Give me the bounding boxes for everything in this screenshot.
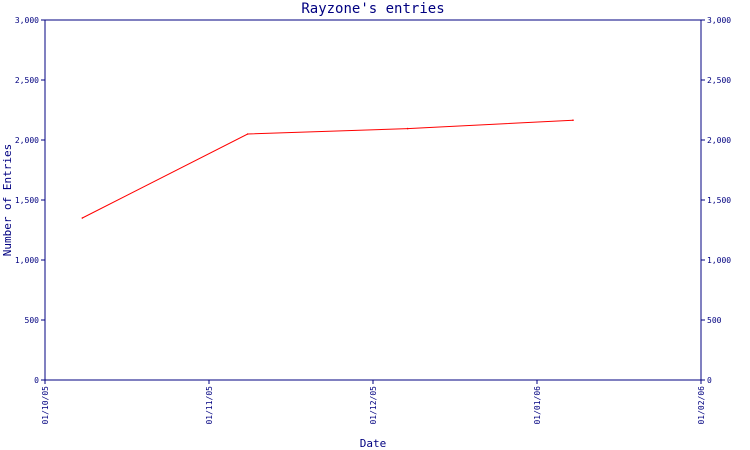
- y-tick-label-left: 2,000: [15, 136, 39, 145]
- y-axis-right: 0 500 1,000 1,500 2,000 2,500 3,000: [701, 16, 731, 385]
- plot-frame: [44, 19, 702, 381]
- x-axis-label: Date: [360, 437, 387, 450]
- y-tick-label-right: 0: [707, 376, 712, 385]
- y-tick-label-right: 3,000: [707, 16, 731, 25]
- series-layer: [81, 119, 574, 219]
- y-tick-label-left: 2,500: [15, 76, 39, 85]
- y-tick-label-right: 1,000: [707, 256, 731, 265]
- y-tick-label-right: 2,500: [707, 76, 731, 85]
- x-tick-label: 01/12/05: [369, 386, 378, 425]
- x-axis: 01/10/05 01/11/05 01/12/05 01/01/06 01/02/06: [41, 380, 706, 425]
- x-tick-label: 01/02/06: [697, 386, 706, 425]
- y-tick-label-left: 0: [34, 376, 39, 385]
- y-tick-label-left: 3,000: [15, 16, 39, 25]
- x-tick-label: 01/01/06: [533, 386, 542, 425]
- x-tick-label: 01/11/05: [205, 386, 214, 425]
- y-axis-label: Number of Entries: [1, 144, 14, 257]
- series-line: [82, 119, 574, 219]
- y-tick-label-left: 500: [25, 316, 40, 325]
- chart-title: Rayzone's entries: [301, 1, 444, 17]
- y-axis-left: 0 500 1,000 1,500 2,000 2,500 3,000: [15, 16, 45, 385]
- data-point: [246, 133, 249, 135]
- data-point: [572, 119, 574, 121]
- y-tick-label-right: 500: [707, 316, 722, 325]
- data-point: [81, 217, 84, 219]
- y-tick-label-left: 1,500: [15, 196, 39, 205]
- y-tick-label-right: 1,500: [707, 196, 731, 205]
- data-point: [406, 127, 409, 130]
- y-tick-label-left: 1,000: [15, 256, 39, 265]
- x-tick-label: 01/10/05: [41, 386, 50, 425]
- y-tick-label-right: 2,000: [707, 136, 731, 145]
